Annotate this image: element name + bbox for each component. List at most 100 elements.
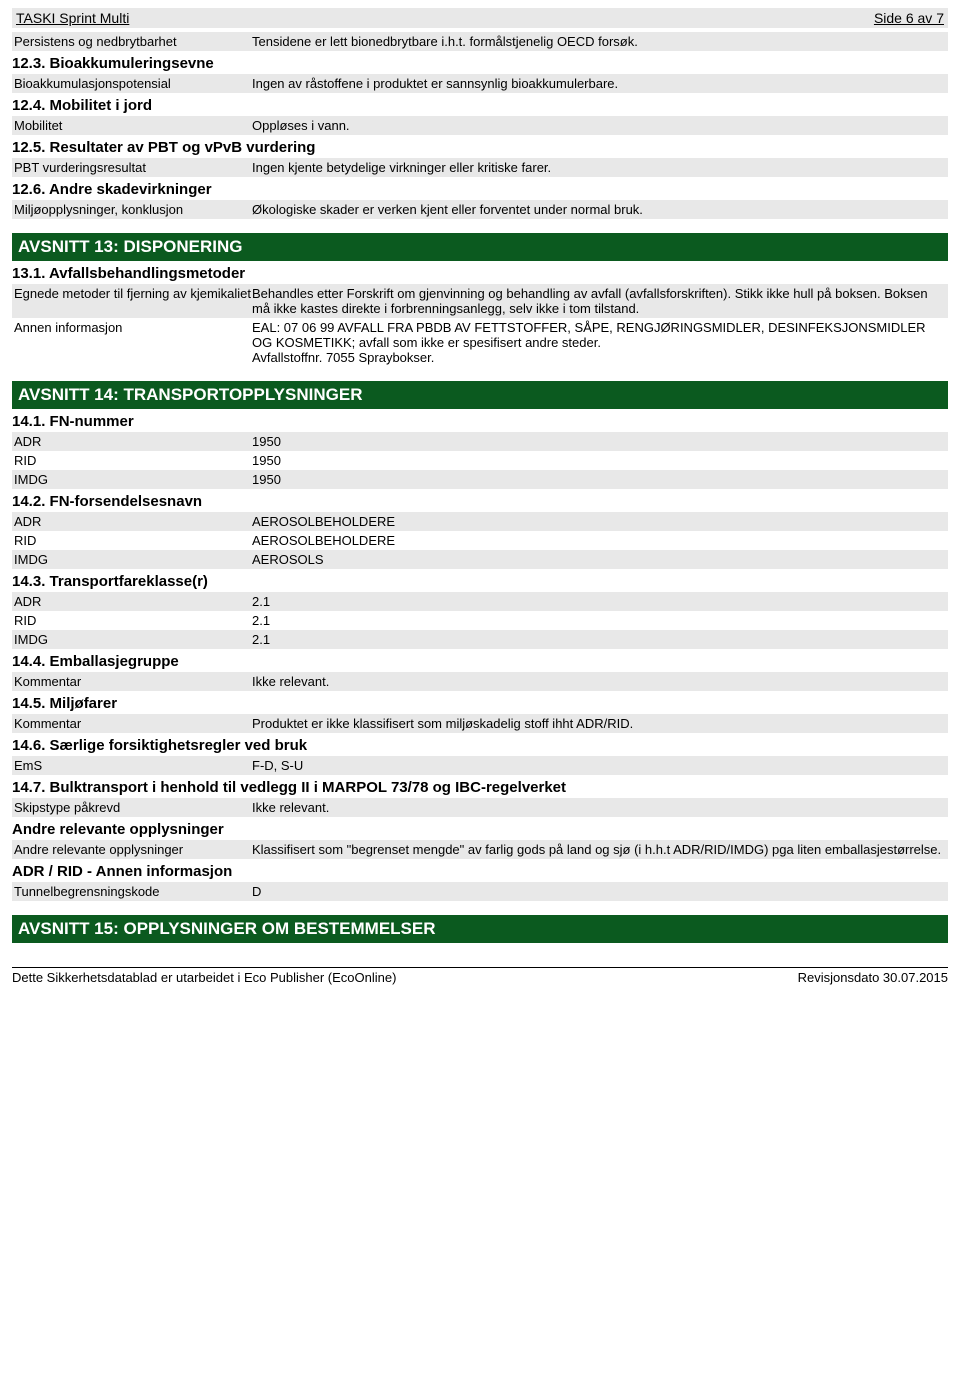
kv-row: IMDG2.1 bbox=[12, 630, 948, 649]
section-13-banner: AVSNITT 13: DISPONERING bbox=[12, 233, 948, 261]
kv-value: 2.1 bbox=[252, 594, 948, 609]
heading-14-3: 14.3. Transportfareklasse(r) bbox=[12, 569, 948, 592]
kv-row: RIDAEROSOLBEHOLDERE bbox=[12, 531, 948, 550]
kv-value: Tensidene er lett bionedbrytbare i.h.t. … bbox=[252, 34, 948, 49]
kv-key: Egnede metoder til fjerning av kjemikali… bbox=[12, 286, 252, 316]
kv-key: RID bbox=[12, 533, 252, 548]
kv-key: Bioakkumulasjonspotensial bbox=[12, 76, 252, 91]
kv-value: Ikke relevant. bbox=[252, 800, 948, 815]
kv-key: Andre relevante opplysninger bbox=[12, 842, 252, 857]
rows-142: ADRAEROSOLBEHOLDERERIDAEROSOLBEHOLDEREIM… bbox=[12, 512, 948, 569]
kv-row: IMDGAEROSOLS bbox=[12, 550, 948, 569]
kv-value: 1950 bbox=[252, 434, 948, 449]
kv-value: Ingen av råstoffene i produktet er sanns… bbox=[252, 76, 948, 91]
kv-value: 2.1 bbox=[252, 632, 948, 647]
kv-key: RID bbox=[12, 613, 252, 628]
heading-14-4: 14.4. Emballasjegruppe bbox=[12, 649, 948, 672]
rows-147: Skipstype påkrevdIkke relevant. bbox=[12, 798, 948, 817]
kv-key: Skipstype påkrevd bbox=[12, 800, 252, 815]
kv-value: F-D, S-U bbox=[252, 758, 948, 773]
kv-row: EmSF-D, S-U bbox=[12, 756, 948, 775]
kv-value: AEROSOLS bbox=[252, 552, 948, 567]
rows-125: PBT vurderingsresultatIngen kjente betyd… bbox=[12, 158, 948, 177]
kv-row: KommentarProduktet er ikke klassifisert … bbox=[12, 714, 948, 733]
rows-126: Miljøopplysninger, konklusjonØkologiske … bbox=[12, 200, 948, 219]
heading-14-2: 14.2. FN-forsendelsesnavn bbox=[12, 489, 948, 512]
rows-146: EmSF-D, S-U bbox=[12, 756, 948, 775]
kv-value: 2.1 bbox=[252, 613, 948, 628]
section-15-banner: AVSNITT 15: OPPLYSNINGER OM BESTEMMELSER bbox=[12, 915, 948, 943]
kv-row: Andre relevante opplysningerKlassifisert… bbox=[12, 840, 948, 859]
kv-row: MobilitetOppløses i vann. bbox=[12, 116, 948, 135]
kv-row: ADR2.1 bbox=[12, 592, 948, 611]
heading-12-4: 12.4. Mobilitet i jord bbox=[12, 93, 948, 116]
heading-12-3: 12.3. Bioakkumuleringsevne bbox=[12, 51, 948, 74]
kv-value: 1950 bbox=[252, 472, 948, 487]
heading-14-7: 14.7. Bulktransport i henhold til vedleg… bbox=[12, 775, 948, 798]
kv-key: Persistens og nedbrytbarhet bbox=[12, 34, 252, 49]
kv-value: Økologiske skader er verken kjent eller … bbox=[252, 202, 948, 217]
kv-key: Miljøopplysninger, konklusjon bbox=[12, 202, 252, 217]
kv-row: KommentarIkke relevant. bbox=[12, 672, 948, 691]
heading-andre: Andre relevante opplysninger bbox=[12, 817, 948, 840]
rows-145: KommentarProduktet er ikke klassifisert … bbox=[12, 714, 948, 733]
kv-key: EmS bbox=[12, 758, 252, 773]
kv-key: Mobilitet bbox=[12, 118, 252, 133]
page-number: Side 6 av 7 bbox=[874, 10, 944, 26]
kv-row: RID2.1 bbox=[12, 611, 948, 630]
kv-row: ADRAEROSOLBEHOLDERE bbox=[12, 512, 948, 531]
kv-value: Ikke relevant. bbox=[252, 674, 948, 689]
rows-top: Persistens og nedbrytbarhetTensidene er … bbox=[12, 32, 948, 51]
kv-key: IMDG bbox=[12, 472, 252, 487]
rows-124: MobilitetOppløses i vann. bbox=[12, 116, 948, 135]
kv-row: BioakkumulasjonspotensialIngen av råstof… bbox=[12, 74, 948, 93]
rows-adrrid: TunnelbegrensningskodeD bbox=[12, 882, 948, 901]
kv-key: RID bbox=[12, 453, 252, 468]
footer-left: Dette Sikkerhetsdatablad er utarbeidet i… bbox=[12, 970, 396, 985]
heading-13-1: 13.1. Avfallsbehandlingsmetoder bbox=[12, 261, 948, 284]
rows-143: ADR2.1RID2.1IMDG2.1 bbox=[12, 592, 948, 649]
footer-right: Revisjonsdato 30.07.2015 bbox=[798, 970, 948, 985]
kv-row: PBT vurderingsresultatIngen kjente betyd… bbox=[12, 158, 948, 177]
kv-value: Klassifisert som "begrenset mengde" av f… bbox=[252, 842, 948, 857]
kv-key: Kommentar bbox=[12, 716, 252, 731]
kv-key: ADR bbox=[12, 434, 252, 449]
heading-12-6: 12.6. Andre skadevirkninger bbox=[12, 177, 948, 200]
kv-value: Oppløses i vann. bbox=[252, 118, 948, 133]
rows-141: ADR1950RID1950IMDG1950 bbox=[12, 432, 948, 489]
kv-key: ADR bbox=[12, 514, 252, 529]
heading-14-6: 14.6. Særlige forsiktighetsregler ved br… bbox=[12, 733, 948, 756]
heading-14-1: 14.1. FN-nummer bbox=[12, 409, 948, 432]
rows-131: Egnede metoder til fjerning av kjemikali… bbox=[12, 284, 948, 367]
rows-123: BioakkumulasjonspotensialIngen av råstof… bbox=[12, 74, 948, 93]
kv-value: D bbox=[252, 884, 948, 899]
kv-row: Persistens og nedbrytbarhetTensidene er … bbox=[12, 32, 948, 51]
kv-key: IMDG bbox=[12, 632, 252, 647]
heading-12-5: 12.5. Resultater av PBT og vPvB vurderin… bbox=[12, 135, 948, 158]
kv-row: Egnede metoder til fjerning av kjemikali… bbox=[12, 284, 948, 318]
kv-key: Kommentar bbox=[12, 674, 252, 689]
kv-key: ADR bbox=[12, 594, 252, 609]
kv-value: 1950 bbox=[252, 453, 948, 468]
kv-value: AEROSOLBEHOLDERE bbox=[252, 533, 948, 548]
kv-row: ADR1950 bbox=[12, 432, 948, 451]
section-14-banner: AVSNITT 14: TRANSPORTOPPLYSNINGER bbox=[12, 381, 948, 409]
kv-value: Behandles etter Forskrift om gjenvinning… bbox=[252, 286, 948, 316]
doc-title: TASKI Sprint Multi bbox=[16, 10, 129, 26]
rows-andre: Andre relevante opplysningerKlassifisert… bbox=[12, 840, 948, 859]
kv-value: EAL: 07 06 99 AVFALL FRA PBDB AV FETTSTO… bbox=[252, 320, 948, 365]
rows-144: KommentarIkke relevant. bbox=[12, 672, 948, 691]
kv-row: RID1950 bbox=[12, 451, 948, 470]
kv-key: Tunnelbegrensningskode bbox=[12, 884, 252, 899]
kv-row: Annen informasjonEAL: 07 06 99 AVFALL FR… bbox=[12, 318, 948, 367]
page-header: TASKI Sprint Multi Side 6 av 7 bbox=[12, 8, 948, 28]
kv-key: IMDG bbox=[12, 552, 252, 567]
page-footer: Dette Sikkerhetsdatablad er utarbeidet i… bbox=[12, 967, 948, 985]
kv-key: Annen informasjon bbox=[12, 320, 252, 365]
heading-14-5: 14.5. Miljøfarer bbox=[12, 691, 948, 714]
kv-row: IMDG1950 bbox=[12, 470, 948, 489]
kv-row: Miljøopplysninger, konklusjonØkologiske … bbox=[12, 200, 948, 219]
kv-row: Skipstype påkrevdIkke relevant. bbox=[12, 798, 948, 817]
kv-value: AEROSOLBEHOLDERE bbox=[252, 514, 948, 529]
kv-value: Produktet er ikke klassifisert som miljø… bbox=[252, 716, 948, 731]
